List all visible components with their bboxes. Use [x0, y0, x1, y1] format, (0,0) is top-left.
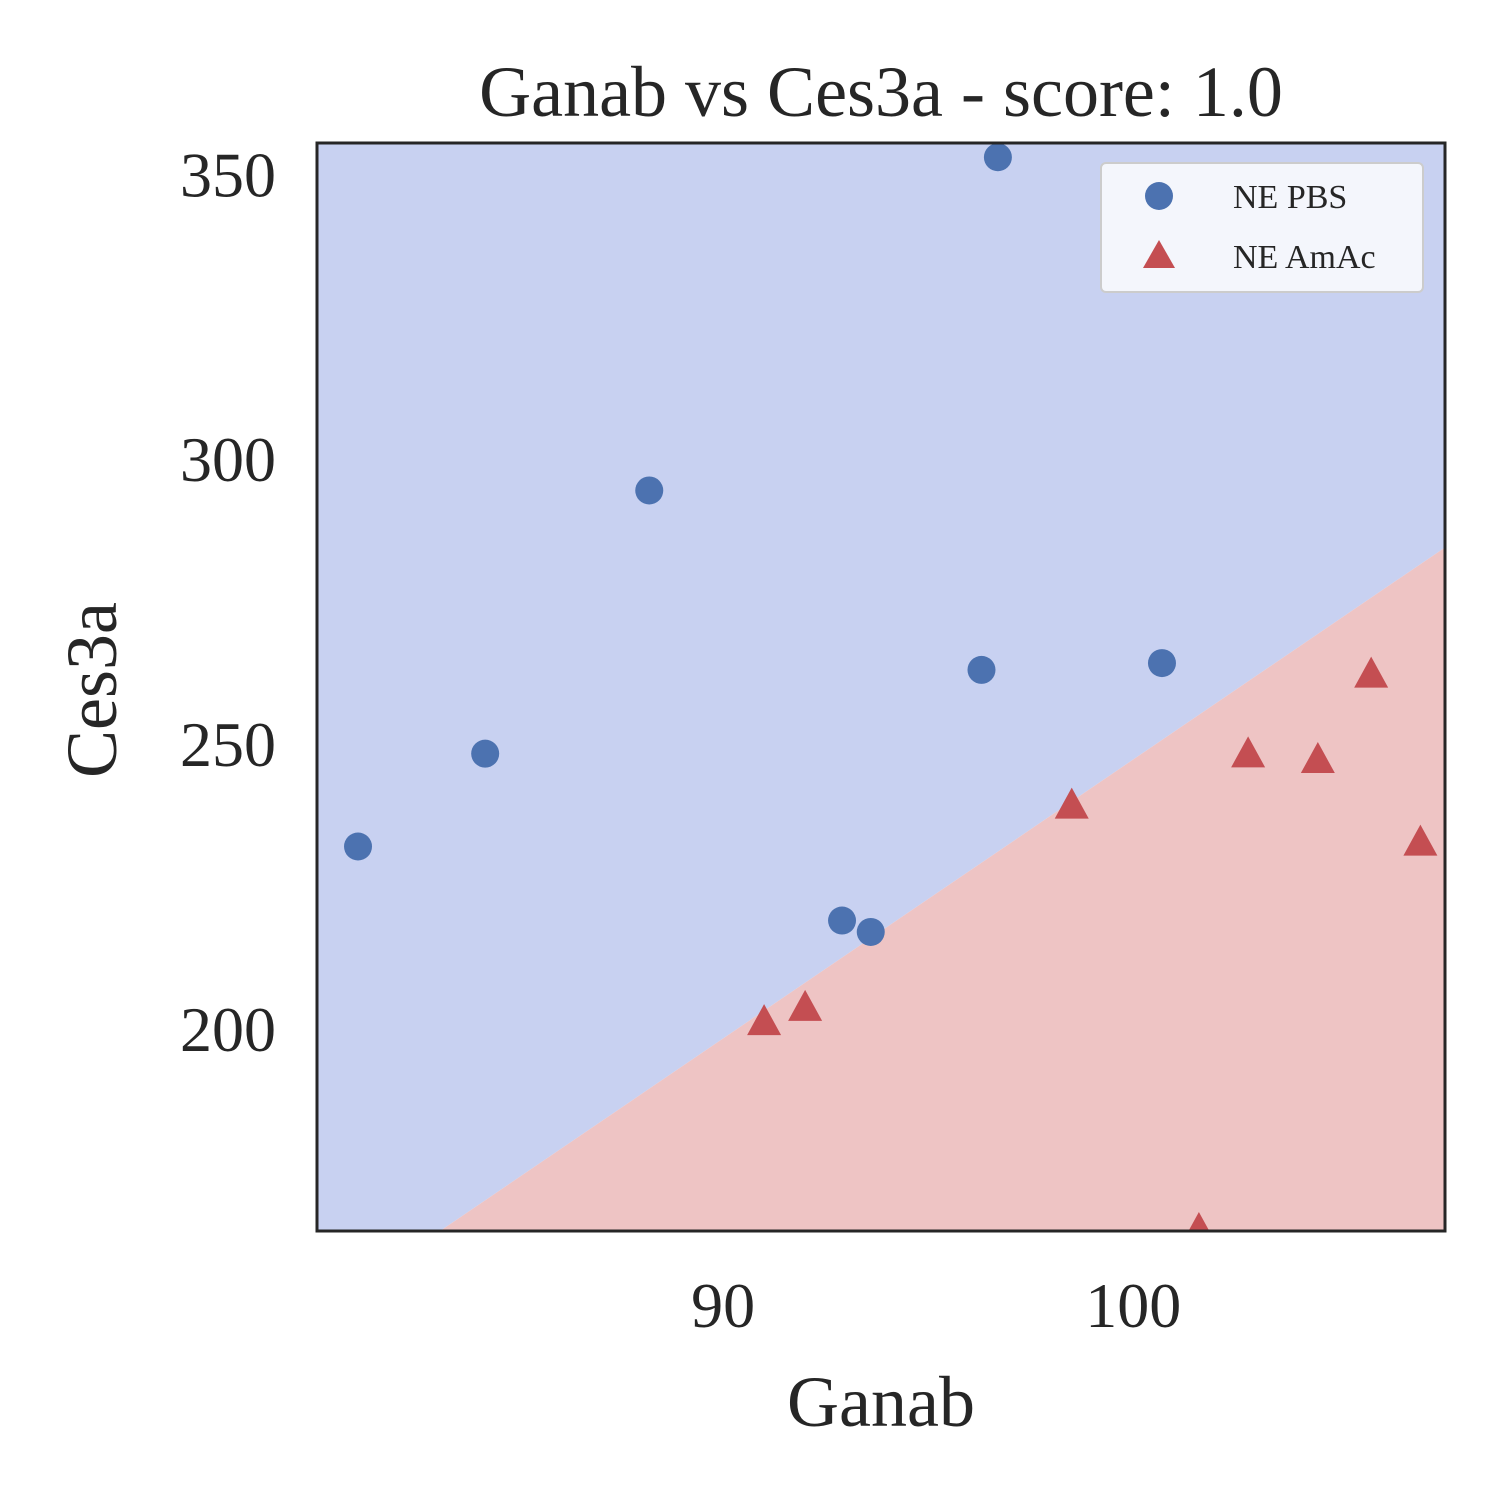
- point-ne-amac-3: [1054, 787, 1089, 819]
- point-ne-pbs-8: [1147, 649, 1176, 678]
- legend-label-ne-pbs: NE PBS: [1233, 179, 1347, 216]
- point-ne-amac-5: [1231, 736, 1266, 768]
- points-layer: [344, 143, 1438, 1231]
- point-ne-amac-8: [1403, 824, 1438, 856]
- x-axis-label: Ganab: [787, 1362, 975, 1442]
- x-axis-ticks: 90 100: [691, 1270, 1181, 1341]
- legend-marker-ne-amac: [1143, 240, 1175, 268]
- region-ne-amac: [440, 547, 1445, 1231]
- x-tick-label: 90: [691, 1270, 755, 1341]
- legend-label-ne-amac: NE AmAc: [1233, 239, 1376, 276]
- legend-box: [1100, 162, 1424, 293]
- legend: NE PBS NE AmAc: [1100, 162, 1424, 293]
- point-ne-pbs-2: [471, 739, 500, 768]
- plot-frame: [315, 141, 1447, 1233]
- point-ne-amac-7: [1354, 656, 1389, 688]
- point-ne-amac-6: [1300, 742, 1335, 774]
- y-tick-label: 350: [180, 139, 276, 210]
- point-ne-pbs-3: [635, 476, 664, 505]
- y-axis-label: Ces3a: [52, 602, 132, 778]
- chart-title: Ganab vs Ces3a - score: 1.0: [479, 52, 1283, 132]
- point-ne-pbs-5: [856, 917, 885, 946]
- point-ne-amac-1: [747, 1004, 782, 1036]
- point-ne-pbs-1: [344, 832, 373, 861]
- point-ne-pbs-4: [828, 906, 857, 935]
- point-ne-pbs-6: [967, 655, 996, 684]
- point-ne-amac-2: [788, 989, 823, 1021]
- plot-area: [317, 143, 1445, 1231]
- y-tick-label: 250: [180, 709, 276, 780]
- point-ne-amac-4: [1188, 1212, 1210, 1231]
- point-ne-pbs-7: [983, 143, 1012, 172]
- y-tick-label: 300: [180, 424, 276, 495]
- region-ne-pbs: [317, 143, 1445, 1231]
- y-tick-label: 200: [180, 994, 276, 1065]
- y-axis-ticks: 200 250 300 350: [180, 139, 276, 1064]
- legend-marker-ne-pbs: [1145, 182, 1173, 210]
- x-tick-label: 100: [1085, 1270, 1181, 1341]
